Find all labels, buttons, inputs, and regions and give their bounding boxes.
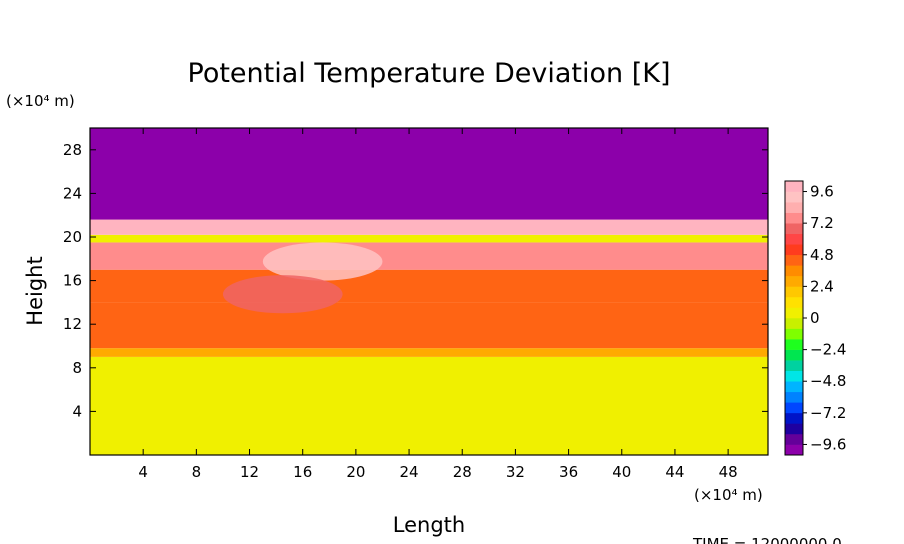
colorbar-swatch <box>785 444 803 456</box>
colorbar-swatch <box>785 254 803 266</box>
x-tick-label: 12 <box>240 463 259 481</box>
colorbar-label: −9.6 <box>810 435 846 453</box>
colorbar-swatch <box>785 349 803 361</box>
x-tick-label: 20 <box>346 463 365 481</box>
colorbar-swatch <box>785 265 803 277</box>
colorbar: 9.6 7.2 4.8 2.4 0 −2.4 −4.8 −7.2 −9.6 <box>784 180 846 456</box>
x-tick-label: 24 <box>400 463 419 481</box>
x-axis-label: Length <box>393 513 465 537</box>
colorbar-swatch <box>785 412 803 424</box>
colorbar-swatch <box>785 286 803 298</box>
y-tick-label: 24 <box>63 184 82 202</box>
colorbar-label: 7.2 <box>810 214 834 232</box>
y-tick-label: 16 <box>63 272 82 290</box>
x-tick-label: 8 <box>192 463 202 481</box>
colorbar-swatch <box>785 202 803 213</box>
colorbar-swatch <box>785 433 803 445</box>
x-tick-label: 16 <box>293 463 312 481</box>
x-tick-label: 4 <box>138 463 148 481</box>
colorbar-swatch <box>785 191 803 203</box>
field-feature-1 <box>222 275 343 314</box>
colorbar-swatch <box>785 370 803 382</box>
colorbar-swatch <box>785 402 803 414</box>
colorbar-swatch <box>785 381 803 393</box>
x-tick-label: 32 <box>506 463 525 481</box>
y-unit-label: (×10⁴ m) <box>6 92 75 110</box>
y-tick-label: 20 <box>63 228 82 246</box>
colorbar-swatch <box>785 181 803 192</box>
colorbar-label: −7.2 <box>810 404 846 422</box>
plot-area <box>89 127 769 456</box>
y-tick-label: 8 <box>72 359 82 377</box>
colorbar-label: −2.4 <box>810 341 846 359</box>
x-ticks: 4 8 12 16 20 24 28 32 36 40 44 48 <box>138 128 738 481</box>
colorbar-swatch <box>785 423 803 435</box>
colorbar-swatch <box>785 275 803 287</box>
colorbar-swatch <box>785 296 803 308</box>
colorbar-swatch <box>785 307 803 319</box>
colorbar-swatch <box>785 223 803 234</box>
colorbar-swatch <box>785 360 803 371</box>
colorbar-label: −4.8 <box>810 372 846 390</box>
x-tick-label: 44 <box>665 463 684 481</box>
x-tick-label: 40 <box>612 463 631 481</box>
colorbar-label: 2.4 <box>810 277 834 295</box>
field-layer-2 <box>90 302 768 349</box>
x-tick-label: 36 <box>559 463 578 481</box>
field-layer-5 <box>90 234 768 243</box>
chart-title: Potential Temperature Deviation [K] <box>188 58 671 89</box>
plot-frame <box>89 127 769 456</box>
y-ticks: 4 8 12 16 20 24 28 <box>63 141 768 420</box>
colorbar-swatch <box>785 233 803 245</box>
colorbar-swatch <box>785 212 803 224</box>
field-layer-6 <box>90 219 768 235</box>
colorbar-label: 9.6 <box>810 183 834 201</box>
field-feature-0 <box>262 242 383 281</box>
x-tick-label: 48 <box>719 463 738 481</box>
x-tick-label: 28 <box>453 463 472 481</box>
colorbar-swatch <box>785 391 803 403</box>
field-layer-3 <box>90 269 768 303</box>
colorbar-swatch <box>785 328 803 340</box>
field-layer-4 <box>90 242 768 270</box>
field-layer-7 <box>90 128 768 220</box>
colorbar-label: 4.8 <box>810 246 834 264</box>
y-tick-label: 12 <box>63 315 82 333</box>
x-unit-label: (×10⁴ m) <box>694 486 763 504</box>
y-tick-label: 4 <box>72 402 82 420</box>
field-layer-1 <box>90 348 768 357</box>
colorbar-label: 0 <box>810 309 820 327</box>
colorbar-swatch <box>785 339 803 350</box>
y-tick-label: 28 <box>63 141 82 159</box>
colorbar-swatch <box>785 244 803 256</box>
y-axis-label: Height <box>23 256 47 325</box>
colorbar-swatch <box>785 318 803 329</box>
field-layer-0 <box>90 356 768 455</box>
time-annotation: TIME = 12000000.0 <box>692 535 842 544</box>
